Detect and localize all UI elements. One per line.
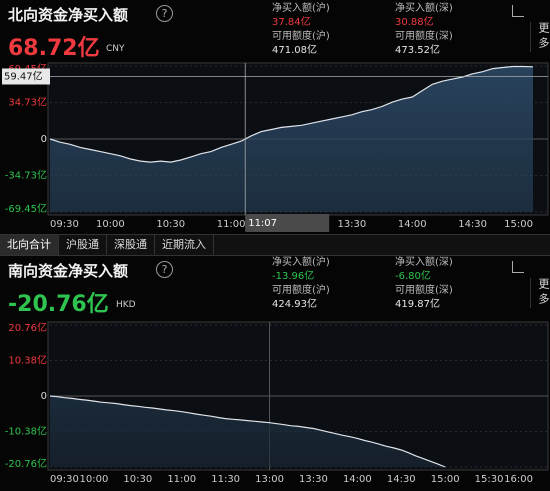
stat-value: 473.52亿 [395, 45, 440, 56]
x-tick-label: 14:00 [343, 474, 372, 485]
stat-label: 净买入额(深) [395, 3, 453, 14]
stat-label: 可用额度(沪) [272, 31, 330, 42]
x-tick-label: 13:30 [337, 219, 366, 230]
stat-value: 419.87亿 [395, 299, 440, 310]
area-fill [50, 66, 533, 212]
title: 北向资金净买入额 [8, 6, 129, 24]
y-tick-label: -34.73亿 [5, 169, 47, 182]
x-tick-label: 11:30 [211, 474, 240, 485]
x-tick-label: 09:30 [50, 219, 79, 230]
currency: HKD [116, 300, 136, 310]
north-chart: 69.45亿34.73亿0-34.73亿-69.45亿09:3010:0010:… [2, 62, 549, 232]
export-icon[interactable] [512, 5, 524, 17]
x-tick-label: 11:00 [217, 219, 246, 230]
x-tick-label: 14:00 [398, 219, 427, 230]
stat-value: 37.84亿 [272, 17, 311, 28]
stat-label: 可用额度(沪) [272, 285, 330, 296]
tab[interactable]: 深股通 [107, 235, 155, 255]
y-tick-label: 0 [41, 134, 47, 145]
stat: 可用额度(沪) 471.08亿 [272, 30, 330, 58]
tab[interactable]: 近期流入 [155, 235, 214, 255]
north-header: 北向资金净买入额 ? 68.72亿 CNY 净买入额(沪) 37.84亿 净买入额… [0, 0, 550, 61]
x-tick-label: 14:30 [387, 474, 416, 485]
x-tick-label: 15:00 [431, 474, 460, 485]
stat-value: -13.96亿 [272, 271, 315, 282]
line [49, 65, 534, 163]
stat-value: 424.93亿 [272, 299, 317, 310]
cursor-x-box [245, 214, 330, 232]
y-tick-label: 0 [41, 391, 47, 402]
stat-value: -6.80亿 [395, 271, 431, 282]
x-tick-label: 13:00 [255, 474, 284, 485]
x-tick-label: 10:00 [96, 219, 125, 230]
stat-label: 可用额度(深) [395, 31, 453, 42]
x-tick-label: 10:30 [123, 474, 152, 485]
help-icon[interactable]: ? [156, 261, 173, 278]
tab-bar: 北向合计 沪股通 深股通 近期流入 [0, 234, 550, 256]
title: 南向资金净买入额 [8, 262, 129, 280]
x-tick-label: 15:30 [475, 474, 504, 485]
stat: 净买入额(沪) -13.96亿 [272, 256, 330, 284]
more-button[interactable]: 更多 [530, 278, 550, 308]
stat: 净买入额(深) 30.88亿 [395, 2, 453, 30]
y-tick-label: -10.38亿 [5, 425, 47, 438]
stat-value: 471.08亿 [272, 45, 317, 56]
y-tick-label: 10.38亿 [8, 354, 47, 367]
more-button[interactable]: 更多 [530, 22, 550, 52]
stat-label: 可用额度(深) [395, 285, 453, 296]
stat: 净买入额(沪) 37.84亿 [272, 2, 330, 30]
x-tick-label: 14:30 [458, 219, 487, 230]
tab[interactable]: 沪股通 [59, 235, 107, 255]
stat: 净买入额(深) -6.80亿 [395, 256, 453, 284]
x-tick-label: 11:00 [167, 474, 196, 485]
x-tick-label: 15:00 [504, 219, 533, 230]
export-icon[interactable] [512, 261, 524, 273]
y-tick-label: 34.73亿 [8, 95, 47, 108]
x-tick-label: 09:30 [50, 474, 79, 485]
y-tick-label: -20.76亿 [5, 457, 47, 470]
stat: 可用额度(沪) 424.93亿 [272, 284, 330, 312]
cursor-x-label: 11:07 [248, 218, 277, 229]
tab[interactable]: 北向合计 [0, 235, 59, 255]
net-value: -20.76亿 [8, 292, 109, 317]
line [49, 395, 446, 468]
stat: 可用额度(深) 419.87亿 [395, 284, 453, 312]
help-icon[interactable]: ? [156, 5, 173, 22]
net-value: 68.72亿 [8, 36, 100, 61]
stat-label: 净买入额(沪) [272, 3, 330, 14]
x-tick-label: 16:00 [504, 474, 533, 485]
stat: 可用额度(深) 473.52亿 [395, 30, 453, 58]
x-tick-label: 13:30 [299, 474, 328, 485]
stat-value: 30.88亿 [395, 17, 434, 28]
cursor-y-label: 59.47亿 [4, 69, 43, 82]
south-header: 南向资金净买入额 ? -20.76亿 HKD 净买入额(沪) -13.96亿 净买… [0, 256, 550, 317]
stat-label: 净买入额(深) [395, 257, 453, 268]
y-tick-label: 20.76亿 [8, 321, 47, 334]
y-tick-label: -69.45亿 [5, 202, 47, 215]
cursor-y-box [2, 68, 50, 85]
x-tick-label: 10:30 [156, 219, 185, 230]
stat-label: 净买入额(沪) [272, 257, 330, 268]
area-fill [50, 396, 446, 467]
x-tick-label: 10:00 [79, 474, 108, 485]
currency: CNY [106, 44, 125, 54]
